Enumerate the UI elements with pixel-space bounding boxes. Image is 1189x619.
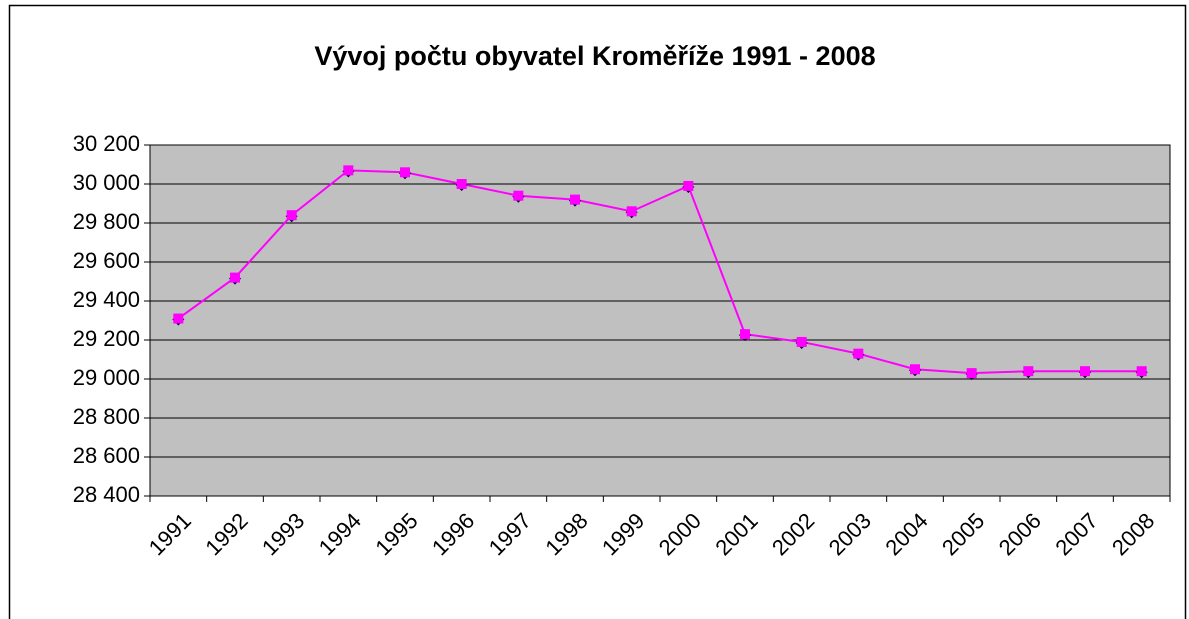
y-tick-label: 28 400: [73, 482, 140, 507]
plot-area: [150, 145, 1170, 496]
data-marker: [570, 194, 580, 205]
chart-title: Vývoj počtu obyvatel Kroměříže 1991 - 20…: [314, 41, 875, 71]
y-tick-label: 29 800: [73, 209, 140, 234]
y-tick-label: 28 600: [73, 443, 140, 468]
data-marker: [740, 329, 750, 340]
data-marker: [456, 179, 467, 189]
data-marker: [343, 165, 354, 176]
data-marker: [230, 272, 240, 283]
data-marker: [683, 180, 694, 191]
data-line: [177, 169, 1142, 375]
y-tick-label: 29 400: [73, 287, 140, 312]
y-tick-label: 28 800: [73, 404, 140, 429]
data-marker: [173, 313, 184, 324]
data-marker: [626, 206, 637, 217]
data-marker: [286, 210, 297, 221]
data-marker: [1136, 366, 1147, 377]
y-tick-label: 30 200: [73, 131, 140, 156]
y-tick-label: 29 000: [73, 365, 140, 390]
y-tick-label: 30 000: [73, 170, 140, 195]
data-marker: [796, 336, 807, 347]
data-marker: [400, 167, 410, 178]
data-marker: [1080, 366, 1090, 377]
data-marker: [1023, 366, 1034, 377]
y-tick-label: 29 200: [73, 326, 140, 351]
data-marker: [910, 364, 920, 375]
data-marker: [853, 348, 864, 359]
data-marker: [513, 190, 524, 201]
data-marker: [966, 368, 977, 379]
y-tick-label: 29 600: [73, 248, 140, 273]
